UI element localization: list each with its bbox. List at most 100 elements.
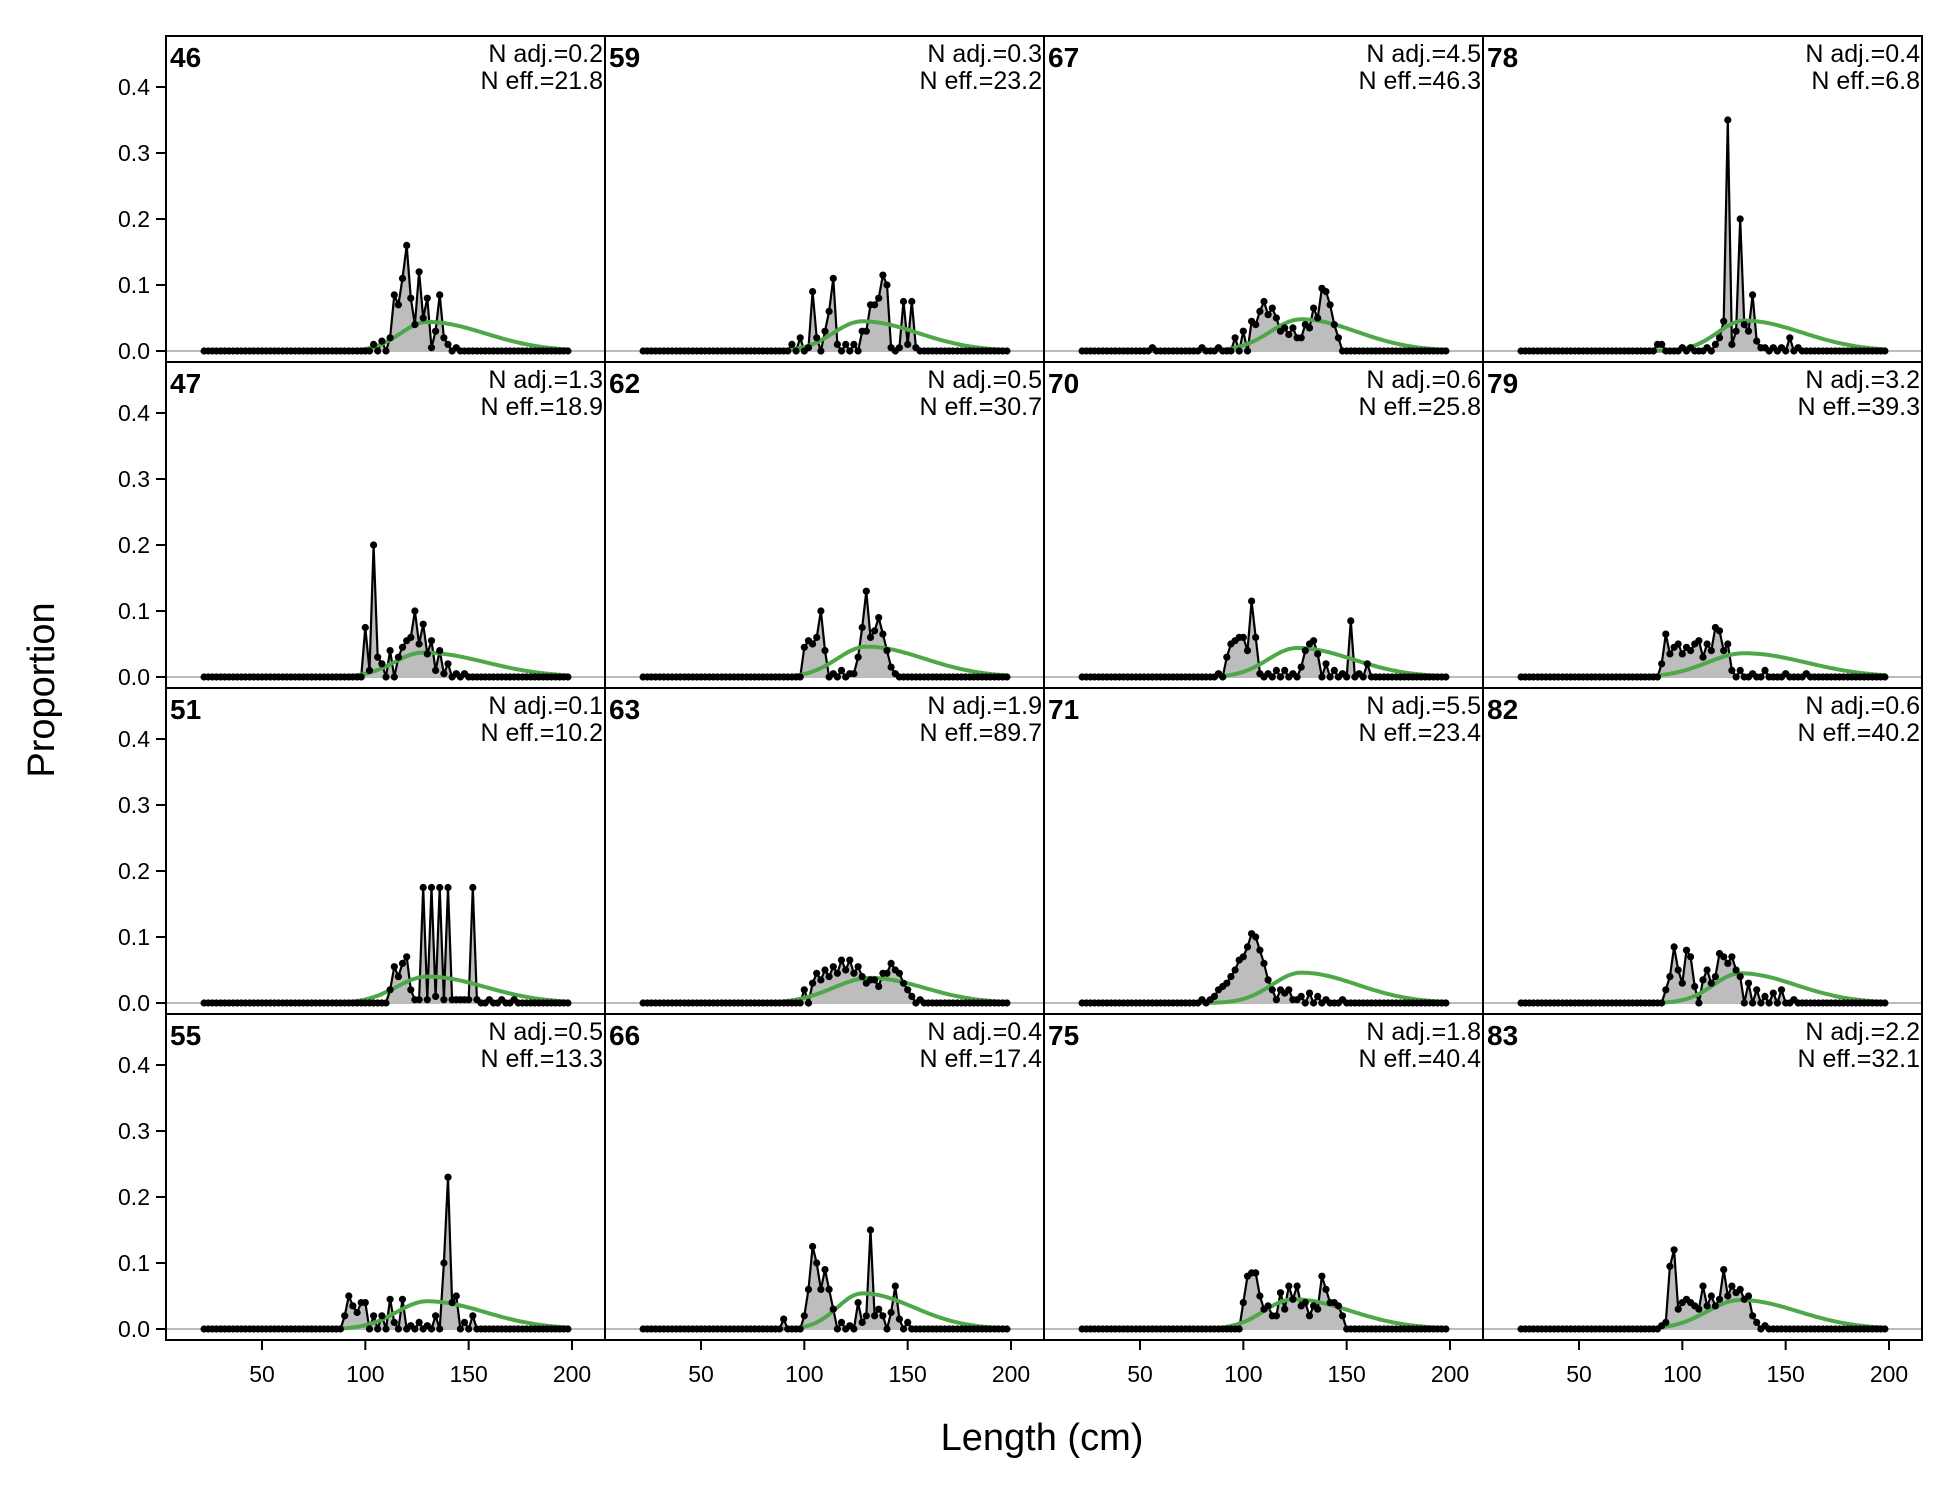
y-tick-label: 0.2 [118, 858, 150, 884]
observed-point [1662, 630, 1670, 638]
observed-point [1281, 324, 1289, 332]
observed-point [1777, 986, 1786, 994]
observed-point [460, 1318, 469, 1326]
observed-point [796, 334, 804, 342]
observed-point [1695, 637, 1703, 645]
observed-point [1281, 666, 1289, 675]
n-adj-label: N adj.=0.4 [1805, 40, 1920, 68]
panel-75: 75 N adj.=1.8N eff.=40.4 [1043, 1013, 1484, 1341]
x-tick-label: 50 [1127, 1361, 1153, 1387]
observed-point [1276, 673, 1285, 681]
observed-point [382, 1325, 390, 1333]
observed-point [809, 288, 817, 296]
observed-point [1732, 966, 1740, 974]
panel-label: 83 [1487, 1020, 1518, 1051]
x-axis-title: Length (cm) [941, 1417, 1144, 1459]
observed-point [850, 340, 858, 348]
panel-frame [1482, 1013, 1923, 1341]
observed-point [1674, 1305, 1682, 1313]
n-eff-label: N eff.=23.2 [919, 67, 1042, 95]
observed-point [875, 1305, 883, 1313]
observed-point [1749, 291, 1757, 299]
observed-point [1658, 999, 1666, 1007]
x-tick-label: 150 [888, 1361, 926, 1387]
observed-point [1231, 966, 1239, 974]
observed-point [1782, 347, 1790, 355]
observed-point [448, 1299, 456, 1307]
observed-point [899, 979, 908, 987]
observed-point [1252, 321, 1260, 329]
observed-point [1003, 347, 1011, 355]
observed-point [1264, 976, 1272, 984]
observed-point [1687, 647, 1695, 655]
observed-fill [1082, 288, 1446, 351]
observed-point [1695, 999, 1703, 1007]
observed-point [390, 963, 398, 971]
observed-point [386, 1295, 394, 1303]
x-tick-label: 50 [249, 1361, 275, 1387]
observed-line [1082, 600, 1446, 680]
observed-point [465, 996, 473, 1004]
observed-point [1227, 973, 1235, 981]
n-eff-label: N eff.=18.9 [480, 393, 603, 421]
observed-point [1442, 673, 1450, 681]
n-adj-label: N adj.=0.5 [488, 1018, 603, 1046]
observed-point [1715, 334, 1724, 342]
observed-point [1231, 334, 1239, 342]
observed-point [829, 274, 837, 282]
observed-point [1773, 999, 1781, 1007]
observed-point [398, 643, 407, 651]
observed-point [887, 663, 895, 671]
observed-point [1301, 1299, 1309, 1307]
n-adj-label: N adj.=5.5 [1366, 692, 1481, 720]
observed-point [1003, 673, 1011, 681]
observed-point [775, 1325, 784, 1333]
observed-point [374, 347, 382, 355]
observed-point [846, 956, 854, 964]
observed-point [1736, 1285, 1744, 1293]
observed-point [411, 1325, 419, 1333]
observed-point [1239, 953, 1247, 961]
observed-point [1666, 973, 1674, 981]
observed-point [883, 647, 891, 655]
observed-point [1442, 999, 1450, 1007]
observed-point [1305, 1312, 1314, 1320]
observed-line [204, 1177, 568, 1333]
observed-point [904, 1318, 912, 1326]
observed-point [850, 969, 858, 977]
observed-point [1442, 347, 1450, 355]
observed-point [1757, 673, 1765, 681]
observed-point [862, 1312, 870, 1320]
observed-point [1243, 347, 1252, 355]
observed-fill [1082, 933, 1446, 1003]
observed-fill [204, 245, 568, 351]
chart-panels: 46 N adj.=0.2N eff.=21.859 N adj.=0.3N eff… [165, 35, 1923, 1341]
y-tick-label: 0.3 [118, 466, 150, 492]
observed-point [821, 966, 829, 974]
observed-point [415, 640, 423, 648]
observed-point [1243, 647, 1252, 655]
observed-point [336, 1325, 345, 1333]
observed-point [1732, 673, 1740, 681]
observed-point [1728, 953, 1736, 961]
observed-point [378, 337, 386, 345]
observed-point [904, 340, 912, 348]
panel-78: 78 N adj.=0.4N eff.=6.8 [1482, 35, 1923, 363]
observed-point [415, 1318, 423, 1326]
observed-point [1744, 327, 1753, 335]
panel-label: 67 [1048, 42, 1079, 73]
observed-point [386, 334, 394, 342]
observed-point [875, 614, 883, 622]
observed-point [862, 587, 870, 595]
observed-point [895, 1315, 904, 1323]
n-eff-label: N eff.=40.2 [1797, 719, 1920, 747]
observed-point [887, 959, 895, 968]
observed-point [1682, 946, 1691, 954]
observed-point [883, 281, 891, 289]
expected-line [1082, 646, 1446, 679]
observed-point [1260, 297, 1268, 306]
observed-point [1736, 666, 1744, 675]
observed-point [837, 1318, 846, 1326]
observed-line [204, 544, 568, 679]
observed-point [1285, 330, 1293, 339]
